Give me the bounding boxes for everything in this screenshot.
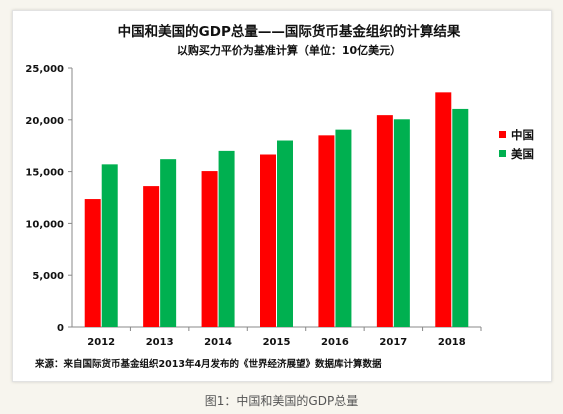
- bar-china: [260, 154, 276, 327]
- bar-usa: [101, 164, 118, 327]
- x-tick-label: 2013: [146, 337, 174, 348]
- bar-usa: [277, 140, 293, 327]
- x-tick-label: 2018: [438, 337, 466, 348]
- bar-china: [84, 199, 101, 327]
- bar-china: [435, 92, 452, 327]
- bar-china: [143, 186, 160, 327]
- legend-label-china: 中国: [511, 128, 534, 142]
- x-tick-label: 2015: [263, 337, 291, 348]
- bar-china: [376, 115, 393, 327]
- y-tick-label: 20,000: [25, 116, 64, 127]
- chart-svg: 中国和美国的GDP总量——国际货币基金组织的计算结果 以购买力平价为基准计算（单…: [25, 23, 534, 370]
- bar-china: [201, 171, 218, 327]
- legend-swatch-usa: [499, 150, 506, 157]
- x-tick-label: 2012: [87, 337, 115, 348]
- chart-axes: 0 5,000 10,000 15,000 20,000 25,000 2012 2013 20…: [25, 64, 482, 348]
- y-tick-label: 0: [57, 323, 64, 334]
- x-tick-label: 2016: [321, 337, 349, 348]
- source-note: 来源：来自国际货币基金组织2013年4月发布的《世界经济展望》数据库计算数据: [34, 358, 382, 370]
- bar-usa: [218, 150, 235, 327]
- bar-china: [318, 135, 335, 327]
- figure-caption: 图1：中国和美国的GDP总量: [204, 394, 359, 408]
- x-tick-label: 2014: [204, 337, 232, 348]
- legend-label-usa: 美国: [511, 147, 534, 161]
- y-tick-label: 15,000: [25, 168, 64, 179]
- bar-usa: [452, 108, 469, 327]
- bar-usa: [335, 129, 352, 327]
- chart-subtitle: 以购买力平价为基准计算（单位：10亿美元）: [177, 43, 401, 57]
- chart-panel: 中国和美国的GDP总量——国际货币基金组织的计算结果 以购买力平价为基准计算（单…: [12, 10, 552, 382]
- bar-usa: [160, 159, 177, 327]
- bar-usa: [393, 119, 410, 327]
- y-tick-label: 25,000: [25, 64, 64, 75]
- legend-swatch-china: [499, 131, 506, 138]
- chart-bars: [84, 92, 469, 327]
- x-tick-label: 2017: [379, 337, 407, 348]
- y-tick-label: 5,000: [32, 271, 64, 282]
- y-tick-label: 10,000: [25, 219, 64, 230]
- chart-title: 中国和美国的GDP总量——国际货币基金组织的计算结果: [118, 23, 461, 40]
